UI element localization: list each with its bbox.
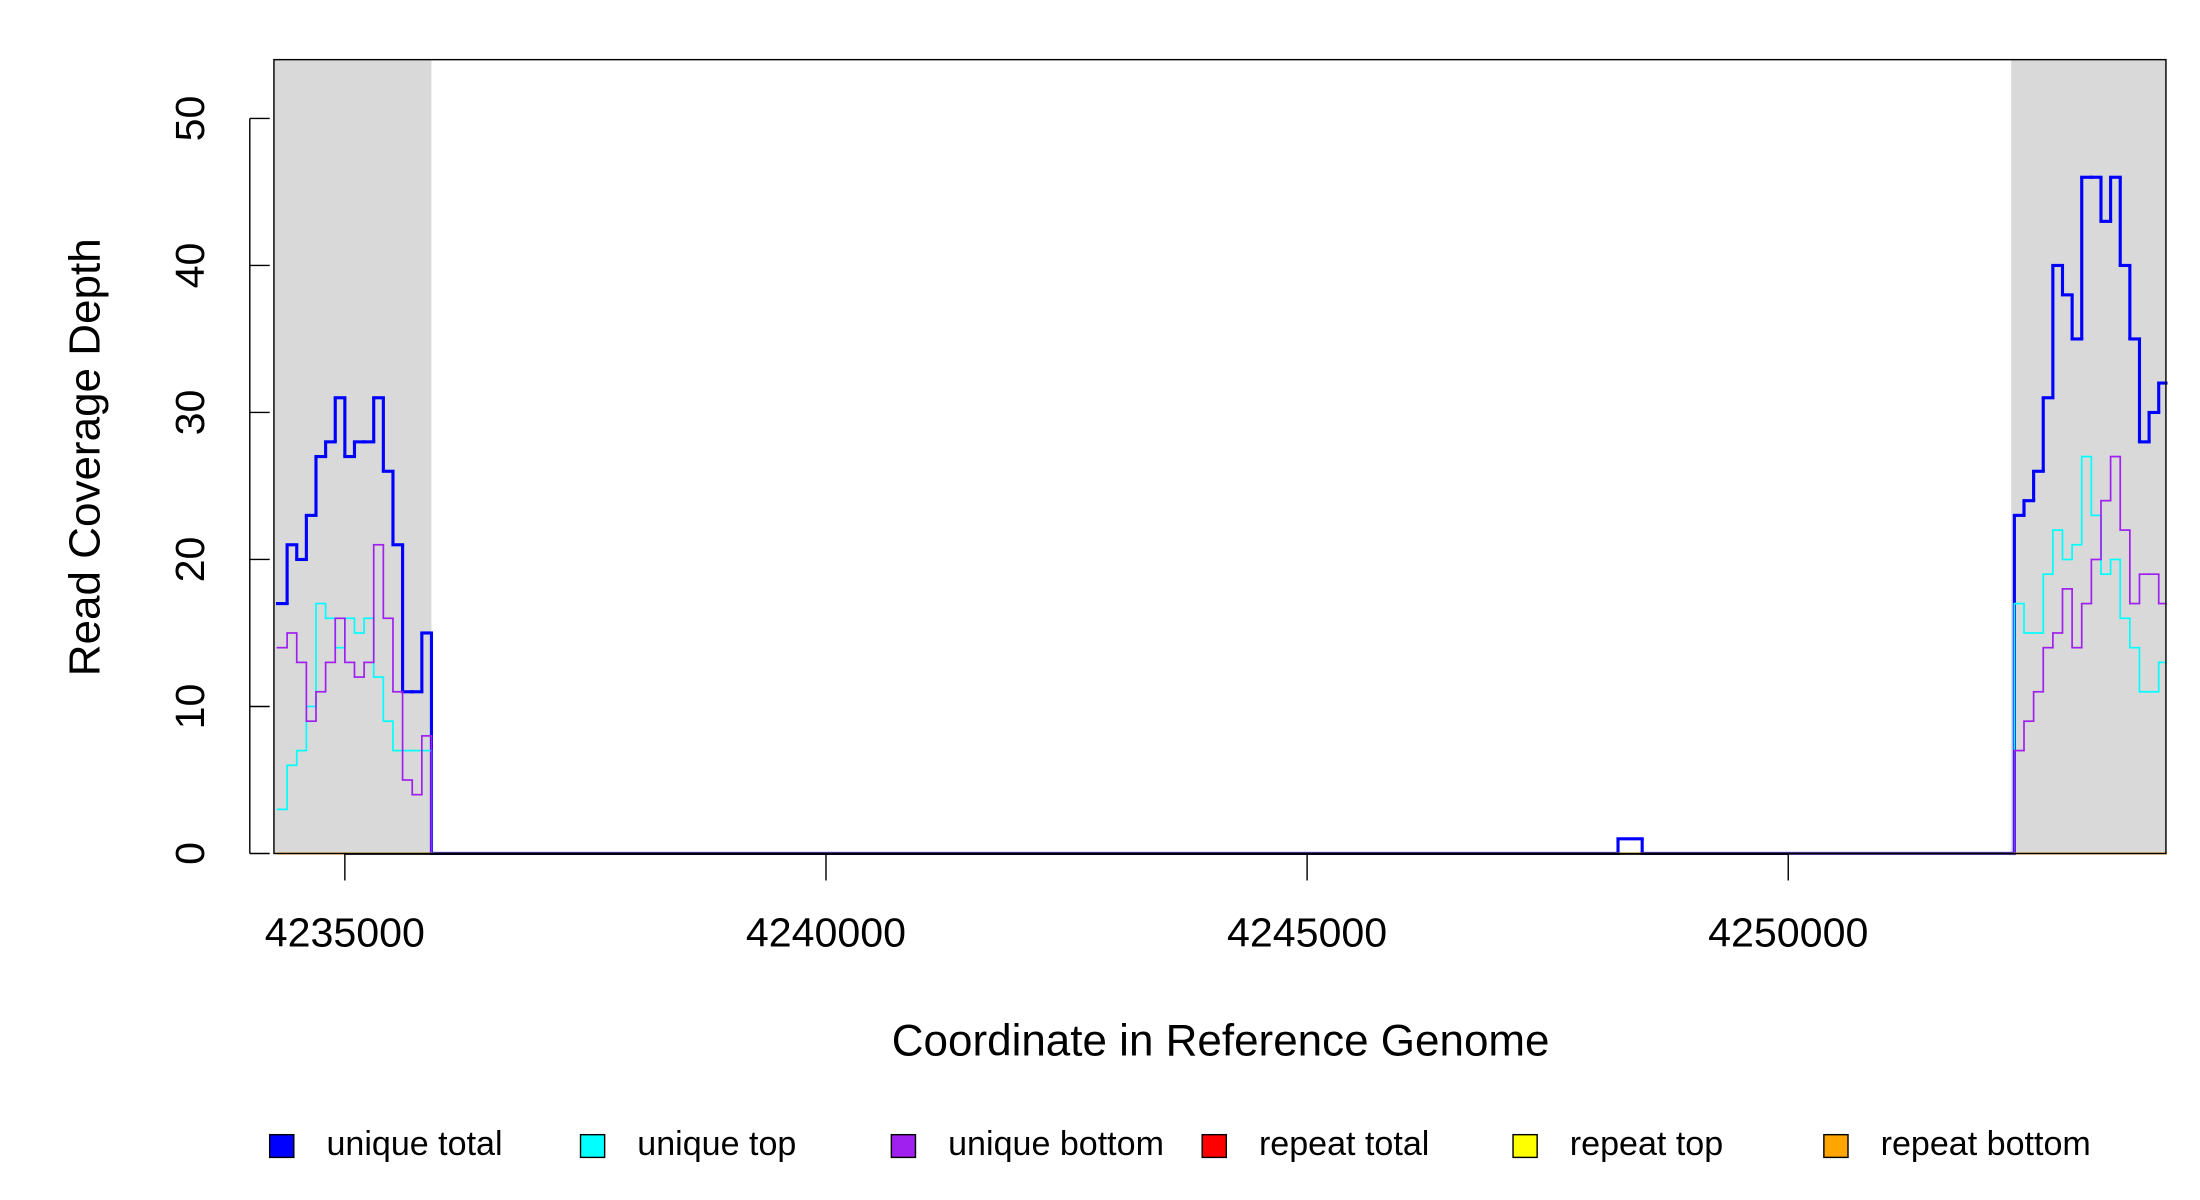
y-tick-label: 0 [167,842,213,865]
legend-swatch [1823,1133,1849,1159]
legend-swatch [1512,1133,1538,1159]
legend-label: repeat bottom [1881,1125,2091,1163]
plot-frame [273,58,2167,855]
legend-label: unique top [637,1125,796,1163]
legend-swatch [579,1133,606,1159]
step-connector [285,177,2161,854]
y-tick-label: 10 [167,684,213,730]
legend-label: unique bottom [948,1125,1164,1163]
x-tick-label: 4235000 [265,910,425,956]
x-axis-label: Coordinate in Reference Genome [892,1016,1550,1065]
series [276,455,2167,855]
step-connector [286,456,2160,854]
series [276,455,2167,855]
legend-label: unique total [326,1125,502,1163]
x-tick-label: 4245000 [1227,910,1387,956]
legend-swatch [1201,1133,1228,1159]
step-connector [286,456,2160,854]
y-axis-label: Read Coverage Depth [61,238,110,676]
series [275,175,2168,856]
x-tick-label: 4240000 [746,910,906,956]
legend: unique total unique top unique bottom repea… [268,1125,2091,1163]
legend-swatch [268,1133,295,1159]
legend-label: repeat top [1570,1125,1723,1163]
legend-swatch [890,1133,917,1159]
y-tick-label: 30 [167,390,213,436]
legend-label: repeat total [1259,1125,1429,1163]
y-tick-label: 40 [167,243,213,289]
x-tick-label: 4250000 [1708,910,1868,956]
y-tick-label: 50 [167,96,213,142]
y-tick-label: 20 [167,537,213,583]
